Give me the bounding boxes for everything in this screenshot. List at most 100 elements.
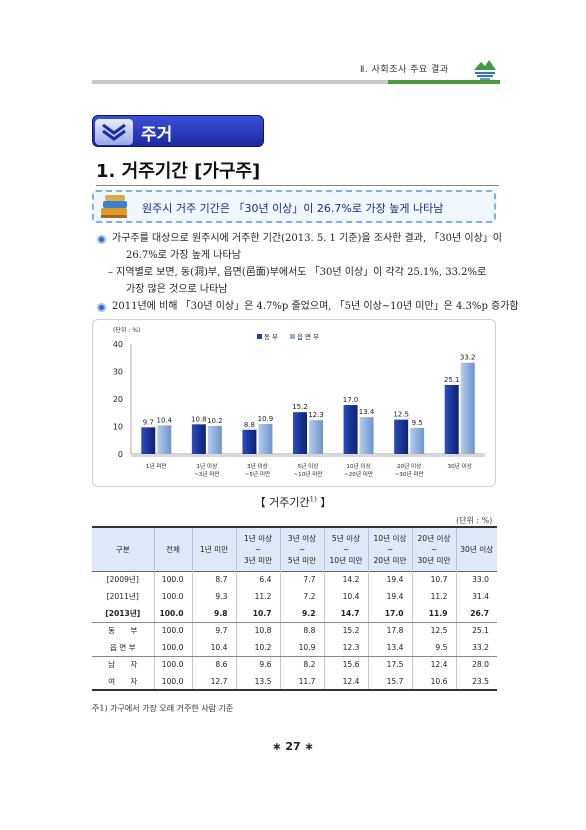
table-caption-footnote-mark: 1) [309, 495, 317, 504]
x-tick-label: ~5년 미만 [245, 470, 270, 478]
page-number: ∗ 27 ∗ [272, 740, 314, 753]
table-cell: 100.0 [154, 588, 193, 605]
table-cell: 12.4 [324, 673, 369, 691]
table-caption: 【 거주기간1) 】 [0, 494, 586, 510]
table-cell: 100.0 [154, 639, 193, 657]
bar-eupmyeon [460, 362, 475, 454]
table-header-text: 5년 이상 [331, 533, 361, 543]
table-cell: 9.2 [280, 605, 325, 623]
table-cell: 7.7 [280, 571, 325, 588]
table-cell: 10.4 [192, 639, 237, 657]
table-header-text: 30년 미만 [417, 555, 451, 565]
residence-duration-table: 구분 전체 1년 미만 1년 이상 ~3년 미만 3년 이상 ~5년 미만 5년 이상 ~10년… [92, 526, 497, 691]
table-cell: 10.4 [324, 588, 369, 605]
table-cell: 9.7 [192, 622, 237, 639]
mountain-logo-icon [474, 60, 496, 80]
bar-value-label: 10.4 [156, 416, 172, 424]
table-row: 동 부 100.0 9.7 10.8 8.8 15.2 17.8 12.5 25.1 [92, 622, 497, 639]
legend-label: 동 부 [264, 333, 278, 341]
bar-value-label: 13.4 [359, 408, 375, 416]
bar-dong [141, 427, 156, 454]
table-header-cell: 30년 이상 [456, 527, 497, 571]
table-unit: (단위 : %) [456, 516, 493, 525]
table-cell: 15.7 [368, 673, 413, 691]
table-cell: 25.1 [472, 626, 489, 636]
table-cell: 15.2 [324, 622, 369, 639]
table-cell: 14.2 [324, 571, 369, 588]
table-header-text: ~ [254, 544, 262, 554]
running-header: Ⅱ. 사회조사 주요 결과 [360, 65, 449, 75]
table-header-text: ~ [298, 544, 306, 554]
bullet-1-line-1: 가구주를 대상으로 원주시에 거주한 기간(2013. 5. 1 기준)을 조사… [112, 233, 503, 244]
legend-swatch [257, 334, 262, 339]
table-header-cell: 20년 이상 ~30년 미만 [412, 527, 457, 571]
table-cell: 10.9 [280, 639, 325, 657]
table-cell: 28.0 [472, 660, 489, 670]
bar-dong [242, 429, 257, 454]
table-header-text: 10년 이상 [373, 533, 407, 543]
x-tick-label: 1년 미만 [146, 462, 167, 470]
table-header-cell: 3년 이상 ~5년 미만 [280, 527, 325, 571]
bullet-icon [97, 235, 106, 244]
section-banner: 주거 [92, 115, 264, 147]
table-cell: 11.2 [236, 588, 281, 605]
footnote: 주1) 가구에서 가장 오래 거주한 사람 기준 [92, 704, 234, 713]
table-cell: 15.6 [324, 656, 369, 673]
table-cell: 33.0 [472, 575, 489, 585]
table-cell: 100.0 [154, 656, 193, 673]
table-caption-end: 】 [316, 496, 332, 509]
table-header-cell: 전체 [154, 527, 193, 571]
table-cell: 6.4 [236, 571, 281, 588]
residence-duration-chart: (단위 : %) 0 10 20 30 40 동 부 읍 면 부 9.7 10.4 1년 미만 10.… [92, 319, 496, 487]
bar-dong [394, 419, 409, 454]
chart-unit-label: (단위 : %) [113, 326, 140, 334]
table-cell: 남 자 [92, 656, 155, 673]
bar-dong [343, 405, 358, 454]
bar-value-label: 33.2 [460, 354, 476, 362]
table-cell: 10.8 [236, 622, 281, 639]
x-tick-label: ~30년 미만 [395, 470, 424, 478]
bullet-1-line-2: 26.7%로 가장 높게 나타남 [126, 250, 241, 261]
table-cell: 26.7 [456, 605, 497, 623]
table-cell: 17.8 [368, 622, 413, 639]
bar-dong [444, 384, 459, 454]
x-tick-label: 5년 이상 [298, 462, 319, 470]
table-row: 여 자 100.0 12.7 13.5 11.7 12.4 15.7 10.6 23.5 [92, 673, 497, 691]
table-cell: 12.4 [412, 656, 457, 673]
table-cell: 11.9 [412, 605, 457, 623]
table-cell: 100.0 [154, 605, 193, 623]
header-rule [92, 80, 500, 84]
table-header-cell: 1년 이상 ~3년 미만 [236, 527, 281, 571]
bar-eupmyeon [157, 425, 172, 454]
table-cell: 8.7 [192, 571, 237, 588]
table-header-text: 10년 미만 [329, 555, 363, 565]
y-tick-label: 0 [118, 450, 123, 459]
table-cell: 10.6 [412, 673, 457, 691]
sub-bullet-line-1: – 지역별로 보면, 동(洞)부, 읍면(邑面)부에서도 「30년 이상」이 각… [108, 267, 487, 278]
table-cell: 10.7 [412, 571, 457, 588]
bar-chart-svg: (단위 : %) 0 10 20 30 40 동 부 읍 면 부 9.7 10.4 1년 미만 10.… [113, 326, 485, 478]
table-row: [2009년] 100.0 8.7 6.4 7.7 14.2 19.4 10.7 33.0 [92, 571, 497, 588]
bar-dong [191, 424, 206, 454]
x-tick-label: 10년 이상 [346, 462, 370, 470]
table-cell: 31.4 [472, 592, 489, 601]
bar-value-label: 25.1 [444, 376, 460, 384]
bar-value-label: 10.9 [258, 415, 274, 423]
x-tick-label: 1년 이상 [196, 462, 217, 470]
table-cell: 17.5 [368, 656, 413, 673]
section-title: 1. 거주기간 [가구주] [96, 161, 261, 182]
table-cell: 19.4 [368, 571, 413, 588]
table-header-cell: 1년 미만 [192, 527, 237, 571]
sub-bullet-line-2: 가장 많은 것으로 나타남 [126, 284, 228, 295]
table-cell: 12.5 [412, 622, 457, 639]
bar-value-label: 8.8 [244, 421, 255, 429]
table-cell: 23.5 [456, 673, 497, 691]
table-cell: 읍 면 부 [92, 639, 155, 657]
table-header-cell: 10년 이상 ~20년 미만 [368, 527, 413, 571]
bar-eupmyeon [207, 425, 222, 454]
bar-eupmyeon [309, 420, 323, 454]
x-tick-label: ~3년 미만 [194, 470, 219, 478]
table-cell: 동 부 [92, 622, 155, 639]
table-cell: 12.3 [324, 639, 369, 657]
table-cell: 33.2 [456, 639, 497, 657]
